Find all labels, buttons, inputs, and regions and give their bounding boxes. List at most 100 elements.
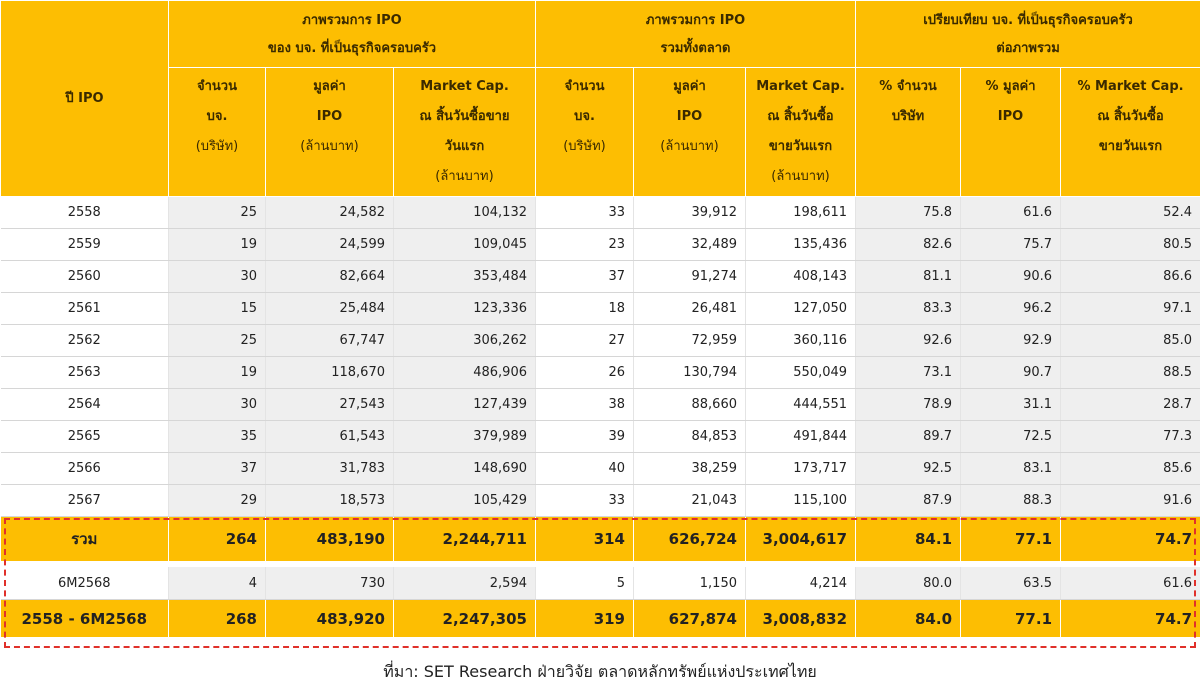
cell: 2,594 xyxy=(393,567,536,600)
subheader-row: จำนวน บจ. (บริษัท) มูลค่า IPO (ล้านบาท) Market… xyxy=(1,67,1200,197)
cell: 61,543 xyxy=(265,420,394,453)
cell: 83.3 xyxy=(855,292,962,325)
cell: 3,008,832 xyxy=(745,599,857,637)
column-header: มูลค่า IPO (ล้านบาท) xyxy=(633,67,746,197)
cell: 77.1 xyxy=(960,599,1062,637)
cell: 550,049 xyxy=(745,356,857,389)
cell: 109,045 xyxy=(393,228,536,261)
row-label: รวม xyxy=(0,516,169,561)
header-line: วันแรก xyxy=(444,139,485,154)
cell: 1,150 xyxy=(633,567,746,600)
cell: 444,551 xyxy=(745,388,857,421)
cell: 105,429 xyxy=(393,484,536,517)
header-line: ของ บจ. ที่เป็นธุรกิจครอบครัว xyxy=(267,41,437,56)
header-line: จำนวน xyxy=(564,79,605,94)
cell: 86.6 xyxy=(1060,260,1200,293)
cell: 5 xyxy=(535,567,634,600)
cell: 268 xyxy=(168,599,266,637)
cell: 75.8 xyxy=(855,196,962,229)
cell: 353,484 xyxy=(393,260,536,293)
cell: 38 xyxy=(535,388,634,421)
cell: 33 xyxy=(535,484,634,517)
cell: 491,844 xyxy=(745,420,857,453)
cell: 15 xyxy=(168,292,266,325)
column-header: มูลค่า IPO (ล้านบาท) xyxy=(265,67,394,197)
cell: 29 xyxy=(168,484,266,517)
cell: 82,664 xyxy=(265,260,394,293)
header-line: ขายวันแรก xyxy=(1098,139,1163,154)
table-wrap: ปี IPO ภาพรวมการ IPO ของ บจ. ที่เป็นธุรกิจ… xyxy=(0,0,1200,648)
column-header: Market Cap. ณ สิ้นวันซื้อขายวันแรก (ล้านบา… xyxy=(744,67,857,197)
row-label: 2561 xyxy=(0,292,169,325)
table-row: 2567 29 18,573 105,429 33 21,043 115,100 87.9 88… xyxy=(0,484,1200,517)
table-row: 2558 25 24,582 104,132 33 39,912 198,611 75.8 61… xyxy=(0,196,1200,229)
cell: 25 xyxy=(168,324,266,357)
header-row: ปี IPO ภาพรวมการ IPO ของ บจ. ที่เป็นธุรกิจ… xyxy=(0,0,1200,197)
table-row: 2566 37 31,783 148,690 40 38,259 173,717 92.5 83… xyxy=(0,452,1200,485)
cell: 730 xyxy=(265,567,394,600)
cell: 77.3 xyxy=(1060,420,1200,453)
cell: 127,050 xyxy=(745,292,857,325)
header-line: Market Cap. xyxy=(756,79,845,94)
header-line: (ล้านบาท) xyxy=(771,169,830,184)
row-label: 2558 - 6M2568 xyxy=(0,599,169,637)
cell: 40 xyxy=(535,452,634,485)
cell: 24,599 xyxy=(265,228,394,261)
cell: 92.9 xyxy=(960,324,1062,357)
cell: 19 xyxy=(168,228,266,261)
cell: 37 xyxy=(535,260,634,293)
cell: 73.1 xyxy=(855,356,962,389)
cell: 78.9 xyxy=(855,388,962,421)
cell: 19 xyxy=(168,356,266,389)
cell: 75.7 xyxy=(960,228,1062,261)
header-line: (บริษัท) xyxy=(563,139,606,154)
cell: 18 xyxy=(535,292,634,325)
column-header: % จำนวน บริษัท xyxy=(855,67,962,197)
cell: 127,439 xyxy=(393,388,536,421)
header-line: ณ สิ้นวันซื้อขาย xyxy=(419,109,510,124)
column-header: จำนวน บจ. (บริษัท) xyxy=(168,67,266,197)
cell: 28.7 xyxy=(1060,388,1200,421)
header-line: ขายวันแรก xyxy=(768,139,833,154)
header-line: (ล้านบาท) xyxy=(300,139,359,154)
row-label: 2565 xyxy=(0,420,169,453)
header-line: (ล้านบาท) xyxy=(660,139,719,154)
header-line: มูลค่า xyxy=(673,79,706,94)
header-line: จำนวน xyxy=(197,79,237,94)
header-line: ณ สิ้นวันซื้อ xyxy=(1097,109,1164,124)
cell: 26 xyxy=(535,356,634,389)
cell: 264 xyxy=(168,516,266,561)
cell: 26,481 xyxy=(633,292,746,325)
cell: 80.0 xyxy=(855,567,962,600)
cell: 84,853 xyxy=(633,420,746,453)
cell: 90.6 xyxy=(960,260,1062,293)
header-line: ภาพรวมการ IPO xyxy=(645,13,746,28)
cell: 626,724 xyxy=(633,516,746,561)
spacer-cell xyxy=(0,561,1200,567)
cell: 83.1 xyxy=(960,452,1062,485)
cell: 63.5 xyxy=(960,567,1062,600)
cell: 91.6 xyxy=(1060,484,1200,517)
cell: 39,912 xyxy=(633,196,746,229)
cell: 85.0 xyxy=(1060,324,1200,357)
cell: 483,190 xyxy=(265,516,394,561)
cell: 82.6 xyxy=(855,228,962,261)
table-row: 2565 35 61,543 379,989 39 84,853 491,844 89.7 72… xyxy=(0,420,1200,453)
cell: 91,274 xyxy=(633,260,746,293)
cell: 135,436 xyxy=(745,228,857,261)
cell: 314 xyxy=(535,516,634,561)
cell: 96.2 xyxy=(960,292,1062,325)
cell: 25,484 xyxy=(265,292,394,325)
header-line: รวมทั้งตลาด xyxy=(660,41,731,56)
cell: 90.7 xyxy=(960,356,1062,389)
cell: 89.7 xyxy=(855,420,962,453)
cell: 32,489 xyxy=(633,228,746,261)
group-header: ภาพรวมการ IPO รวมทั้งตลาด xyxy=(534,0,857,68)
cell: 87.9 xyxy=(855,484,962,517)
header-line: % จำนวน xyxy=(879,79,937,94)
cell: 85.6 xyxy=(1060,452,1200,485)
cell: 25 xyxy=(168,196,266,229)
cell: 27,543 xyxy=(265,388,394,421)
cell: 148,690 xyxy=(393,452,536,485)
cell: 72.5 xyxy=(960,420,1062,453)
